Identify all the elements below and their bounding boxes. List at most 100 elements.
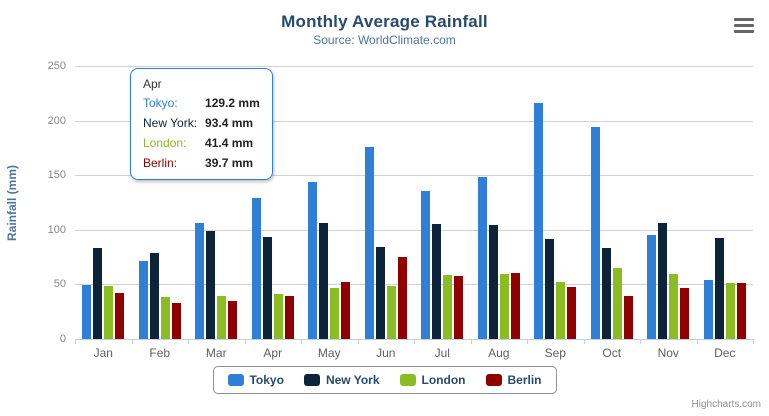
column-berlin-sep[interactable] bbox=[567, 287, 577, 339]
column-tokyo-may[interactable] bbox=[308, 181, 318, 339]
column-new-york-sep[interactable] bbox=[545, 239, 555, 339]
column-tokyo-aug[interactable] bbox=[477, 176, 487, 339]
x-axis-label-sep: Sep bbox=[544, 346, 566, 360]
column-berlin-jan[interactable] bbox=[115, 292, 125, 339]
x-axis-tick bbox=[357, 339, 359, 344]
x-axis-label-mar: Mar bbox=[205, 346, 227, 360]
column-tokyo-oct[interactable] bbox=[590, 127, 600, 339]
legend-item-london[interactable]: London bbox=[399, 373, 466, 387]
column-new-york-jun[interactable] bbox=[375, 246, 385, 339]
column-tokyo-mar[interactable] bbox=[195, 222, 205, 339]
x-axis-tick bbox=[131, 339, 133, 344]
tooltip-series-name: New York: bbox=[143, 116, 198, 130]
column-new-york-jul[interactable] bbox=[432, 224, 442, 339]
gridline-100 bbox=[75, 229, 753, 231]
column-berlin-jun[interactable] bbox=[397, 256, 407, 339]
gridline-250 bbox=[75, 66, 753, 67]
column-new-york-mar[interactable] bbox=[206, 231, 216, 339]
column-berlin-apr[interactable] bbox=[284, 295, 294, 339]
column-group-dec bbox=[697, 66, 754, 339]
column-london-dec[interactable] bbox=[725, 283, 735, 339]
tooltip-series-value: 39.7 mm bbox=[205, 156, 254, 170]
column-berlin-nov[interactable] bbox=[680, 287, 690, 339]
x-axis-tick bbox=[640, 339, 641, 344]
column-tokyo-jun[interactable] bbox=[364, 146, 374, 339]
column-berlin-mar[interactable] bbox=[228, 301, 238, 339]
legend-item-new-york[interactable]: New York bbox=[303, 373, 380, 387]
x-axis-label-feb: Feb bbox=[149, 346, 171, 360]
chart-title: Monthly Average Rainfall bbox=[281, 12, 488, 31]
column-tokyo-dec[interactable] bbox=[703, 279, 713, 339]
column-group-oct bbox=[584, 66, 641, 339]
legend-label: Berlin bbox=[507, 373, 542, 387]
column-tokyo-apr[interactable] bbox=[251, 197, 261, 339]
tooltip-series-value: 41.4 mm bbox=[205, 136, 254, 150]
y-axis-label-250: 250 bbox=[47, 60, 66, 72]
tooltip-rows: Tokyo: 129.2 mm New York: 93.4 mm London: 41.… bbox=[143, 96, 260, 170]
column-new-york-aug[interactable] bbox=[488, 225, 498, 339]
column-london-mar[interactable] bbox=[217, 296, 227, 339]
column-london-feb[interactable] bbox=[160, 296, 170, 339]
column-new-york-may[interactable] bbox=[319, 223, 329, 339]
x-axis-tick bbox=[527, 339, 528, 344]
column-new-york-apr[interactable] bbox=[262, 237, 272, 339]
legend-symbol-icon bbox=[399, 374, 416, 386]
column-london-may[interactable] bbox=[330, 287, 340, 339]
column-berlin-jul[interactable] bbox=[454, 276, 464, 339]
column-london-nov[interactable] bbox=[669, 274, 679, 339]
hamburger-icon bbox=[734, 17, 754, 21]
gridline-200 bbox=[75, 120, 753, 122]
tooltip-series-value: 93.4 mm bbox=[205, 116, 254, 130]
x-axis-tick bbox=[470, 339, 472, 344]
x-axis-tick bbox=[75, 339, 76, 344]
column-tokyo-sep[interactable] bbox=[534, 102, 544, 339]
legend-label: Tokyo bbox=[249, 373, 284, 387]
x-axis-label-oct: Oct bbox=[602, 346, 622, 360]
column-tokyo-jan[interactable] bbox=[82, 284, 92, 339]
y-axis-label-200: 200 bbox=[47, 114, 66, 127]
x-axis-tick bbox=[301, 339, 302, 344]
column-berlin-dec[interactable] bbox=[736, 283, 746, 339]
x-axis-label-dec: Dec bbox=[714, 346, 736, 360]
column-london-oct[interactable] bbox=[612, 267, 622, 339]
legend-symbol-icon bbox=[485, 374, 502, 386]
column-london-jun[interactable] bbox=[386, 286, 396, 339]
gridline-150 bbox=[75, 175, 753, 177]
x-axis-label-may: May bbox=[317, 346, 341, 360]
x-axis-label-aug: Aug bbox=[488, 346, 510, 360]
x-axis-tick bbox=[188, 339, 189, 344]
x-axis-label-jun: Jun bbox=[376, 346, 396, 360]
column-london-apr[interactable] bbox=[273, 293, 283, 339]
column-new-york-jan[interactable] bbox=[93, 247, 103, 339]
column-new-york-nov[interactable] bbox=[658, 222, 668, 339]
x-axis-tick bbox=[753, 339, 754, 344]
y-axis-label-50: 50 bbox=[53, 278, 66, 291]
context-menu-button[interactable] bbox=[731, 14, 757, 36]
legend-item-berlin[interactable]: Berlin bbox=[485, 373, 542, 387]
column-new-york-dec[interactable] bbox=[714, 238, 724, 339]
column-london-jul[interactable] bbox=[443, 274, 453, 339]
column-london-jan[interactable] bbox=[104, 285, 114, 339]
legend-label: London bbox=[421, 373, 466, 387]
column-london-sep[interactable] bbox=[556, 281, 566, 339]
legend-item-tokyo[interactable]: Tokyo bbox=[227, 373, 284, 387]
column-tokyo-jul[interactable] bbox=[421, 190, 431, 339]
column-berlin-feb[interactable] bbox=[171, 302, 181, 339]
y-axis-label-0: 0 bbox=[59, 333, 66, 345]
column-group-jul bbox=[414, 66, 471, 339]
column-new-york-oct[interactable] bbox=[601, 247, 611, 339]
column-tokyo-nov[interactable] bbox=[647, 234, 657, 339]
column-group-sep bbox=[527, 66, 584, 339]
column-berlin-aug[interactable] bbox=[510, 273, 520, 339]
column-group-nov bbox=[640, 66, 697, 339]
x-axis-label-jan: Jan bbox=[93, 346, 113, 360]
column-berlin-oct[interactable] bbox=[623, 296, 633, 339]
column-london-aug[interactable] bbox=[499, 273, 509, 339]
column-tokyo-feb[interactable] bbox=[138, 260, 148, 339]
tooltip-series-name: London: bbox=[143, 136, 187, 150]
tooltip-header: Apr bbox=[143, 77, 162, 91]
credits-link[interactable]: Highcharts.com bbox=[691, 399, 761, 410]
column-group-jun bbox=[358, 66, 415, 339]
column-new-york-feb[interactable] bbox=[149, 253, 159, 339]
column-berlin-may[interactable] bbox=[341, 281, 351, 339]
